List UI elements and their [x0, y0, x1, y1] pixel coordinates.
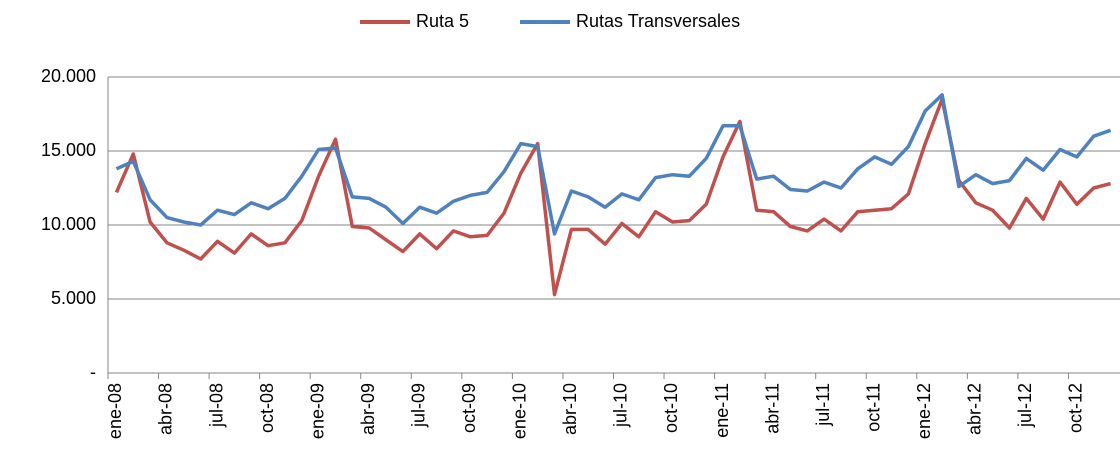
- x-tick-label: oct-08: [257, 383, 277, 433]
- x-tick-label: oct-10: [661, 383, 681, 433]
- x-tick-label: oct-09: [459, 383, 479, 433]
- x-tick-label: jul-10: [611, 383, 631, 428]
- x-tick-label: jul-08: [206, 383, 226, 428]
- x-tick-label: jul-12: [1015, 383, 1035, 428]
- x-tick-label: oct-12: [1066, 383, 1086, 433]
- x-tick-label: abr-09: [358, 383, 378, 435]
- legend-label: Ruta 5: [416, 11, 469, 31]
- series-line: [115, 93, 1112, 236]
- series-line: [114, 97, 1112, 297]
- x-tick-label: abr-10: [560, 383, 580, 435]
- x-tick-label: jul-09: [408, 383, 428, 428]
- legend-label: Rutas Transversales: [576, 11, 740, 31]
- y-tick-label: 20.000: [41, 66, 96, 86]
- x-tick-label: ene-12: [914, 383, 934, 439]
- x-tick-label: ene-08: [105, 383, 125, 439]
- x-tick-label: abr-11: [762, 383, 782, 434]
- x-tick-label: ene-11: [712, 383, 732, 438]
- x-tick-label: jul-11: [813, 383, 833, 427]
- x-tick-label: abr-12: [965, 383, 985, 435]
- y-tick-label: -: [90, 362, 96, 382]
- y-tick-label: 10.000: [41, 214, 96, 234]
- y-tick-label: 5.000: [51, 288, 96, 308]
- x-tick-label: oct-11: [863, 383, 883, 432]
- y-tick-label: 15.000: [41, 140, 96, 160]
- x-tick-label: ene-09: [307, 383, 327, 439]
- x-tick-label: ene-10: [510, 383, 530, 439]
- x-tick-label: abr-08: [156, 383, 176, 435]
